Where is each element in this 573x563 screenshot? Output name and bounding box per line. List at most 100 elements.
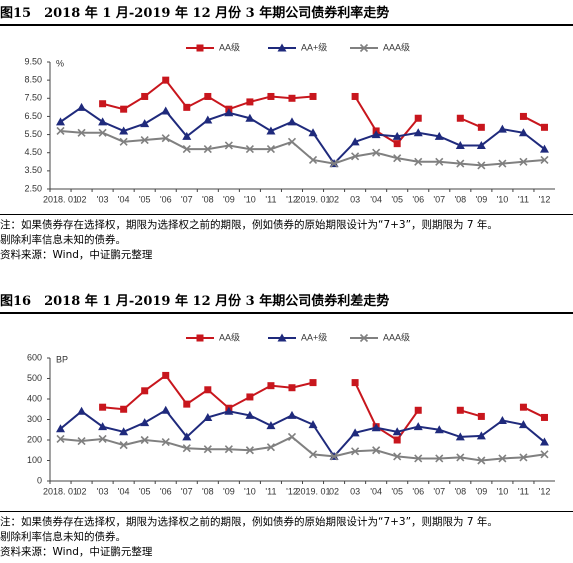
data-point	[329, 452, 339, 461]
data-point	[224, 141, 233, 150]
legend-label: AAA级	[383, 331, 410, 342]
x-tick-label: '06	[412, 194, 424, 204]
data-point	[203, 145, 212, 154]
x-tick-label: '09	[223, 194, 235, 204]
data-point	[540, 123, 548, 131]
data-point	[287, 137, 297, 146]
data-point	[477, 161, 486, 170]
data-point	[182, 145, 191, 154]
data-point	[288, 384, 296, 392]
x-tick-label: '12	[286, 194, 298, 204]
data-point	[162, 371, 170, 379]
y-tick-label: 600	[27, 352, 42, 362]
data-point	[414, 114, 422, 122]
data-point	[351, 152, 360, 161]
x-tick-label: '10	[244, 486, 256, 496]
data-point	[224, 108, 234, 117]
x-tick-label: '05	[391, 486, 403, 496]
data-point	[477, 412, 485, 420]
data-point	[413, 422, 423, 431]
data-point	[308, 450, 318, 459]
x-tick-label: 2019. 01	[295, 486, 330, 496]
data-point	[182, 444, 191, 453]
data-point	[245, 145, 254, 154]
data-point	[120, 405, 128, 413]
data-point	[119, 137, 128, 146]
data-point	[455, 140, 465, 149]
data-point	[246, 98, 254, 106]
data-point	[161, 437, 170, 447]
data-point	[99, 100, 107, 108]
legend-marker	[196, 44, 204, 52]
series-line	[102, 374, 545, 442]
x-tick-label: '08	[202, 194, 214, 204]
data-point	[203, 445, 212, 454]
data-point	[518, 420, 528, 429]
data-point	[351, 92, 359, 100]
x-tick-label: '09	[475, 194, 487, 204]
x-tick-label: 2018. 01	[43, 194, 78, 204]
x-tick-label: '06	[160, 486, 172, 496]
data-point	[77, 102, 87, 111]
data-point	[413, 128, 423, 137]
data-point	[519, 403, 527, 411]
data-point	[77, 406, 87, 415]
x-tick-label: 02	[329, 486, 339, 496]
data-point	[435, 454, 444, 463]
figure-title: 图15 2018 年 1 月-2019 年 12 月份 3 年期公司债券利率走势	[0, 4, 573, 26]
y-tick-label: 100	[27, 455, 42, 465]
data-point	[119, 441, 128, 450]
x-tick-label: '07	[433, 194, 445, 204]
data-point	[56, 126, 65, 136]
data-point	[98, 117, 108, 126]
data-point	[140, 135, 149, 145]
y-tick-label: 3.50	[24, 165, 42, 175]
x-tick-label: '06	[412, 486, 424, 496]
data-point	[371, 130, 381, 139]
data-point	[392, 131, 402, 140]
data-point	[393, 140, 401, 148]
data-point	[456, 159, 465, 168]
data-point	[455, 432, 465, 441]
unit-label: BP	[56, 354, 68, 364]
x-tick-label: '03	[97, 194, 109, 204]
data-point	[393, 154, 402, 163]
source: 资料来源：Wind，中证鹏元整理	[0, 249, 153, 261]
data-point	[456, 406, 464, 414]
data-point	[245, 113, 255, 122]
notes: 注：如果债券存在选择权，期限为选择权之前的期限，例如债券的原始期限设计为“7+3…	[0, 214, 573, 263]
legend-label: AAA级	[383, 41, 410, 52]
unit-label: %	[56, 58, 64, 68]
x-tick-label: '05	[391, 194, 403, 204]
x-tick-label: '10	[244, 194, 256, 204]
legend-marker	[359, 43, 369, 53]
data-point	[99, 403, 107, 411]
legend-marker	[359, 333, 369, 343]
data-point	[224, 406, 234, 415]
data-point	[140, 119, 150, 128]
x-tick-label: '12	[539, 486, 551, 496]
data-point	[497, 416, 507, 425]
legend-marker	[277, 43, 287, 52]
x-tick-label: '11	[265, 194, 276, 204]
data-point	[77, 436, 86, 446]
x-tick-label: '04	[118, 194, 130, 204]
x-tick-label: '07	[181, 486, 193, 496]
x-tick-label: '09	[223, 486, 235, 496]
x-tick-label: 2019. 01	[295, 194, 330, 204]
y-tick-label: 8.50	[24, 75, 42, 85]
data-point	[351, 447, 360, 456]
x-tick-label: 02	[329, 194, 339, 204]
data-point	[141, 387, 149, 395]
data-point	[519, 453, 528, 462]
data-point	[141, 92, 149, 100]
data-point	[477, 123, 485, 131]
data-point	[267, 382, 275, 390]
data-point	[56, 117, 66, 126]
data-point	[267, 92, 275, 100]
data-point	[540, 413, 548, 421]
data-point	[183, 400, 191, 408]
legend-label: AA+级	[301, 331, 327, 342]
